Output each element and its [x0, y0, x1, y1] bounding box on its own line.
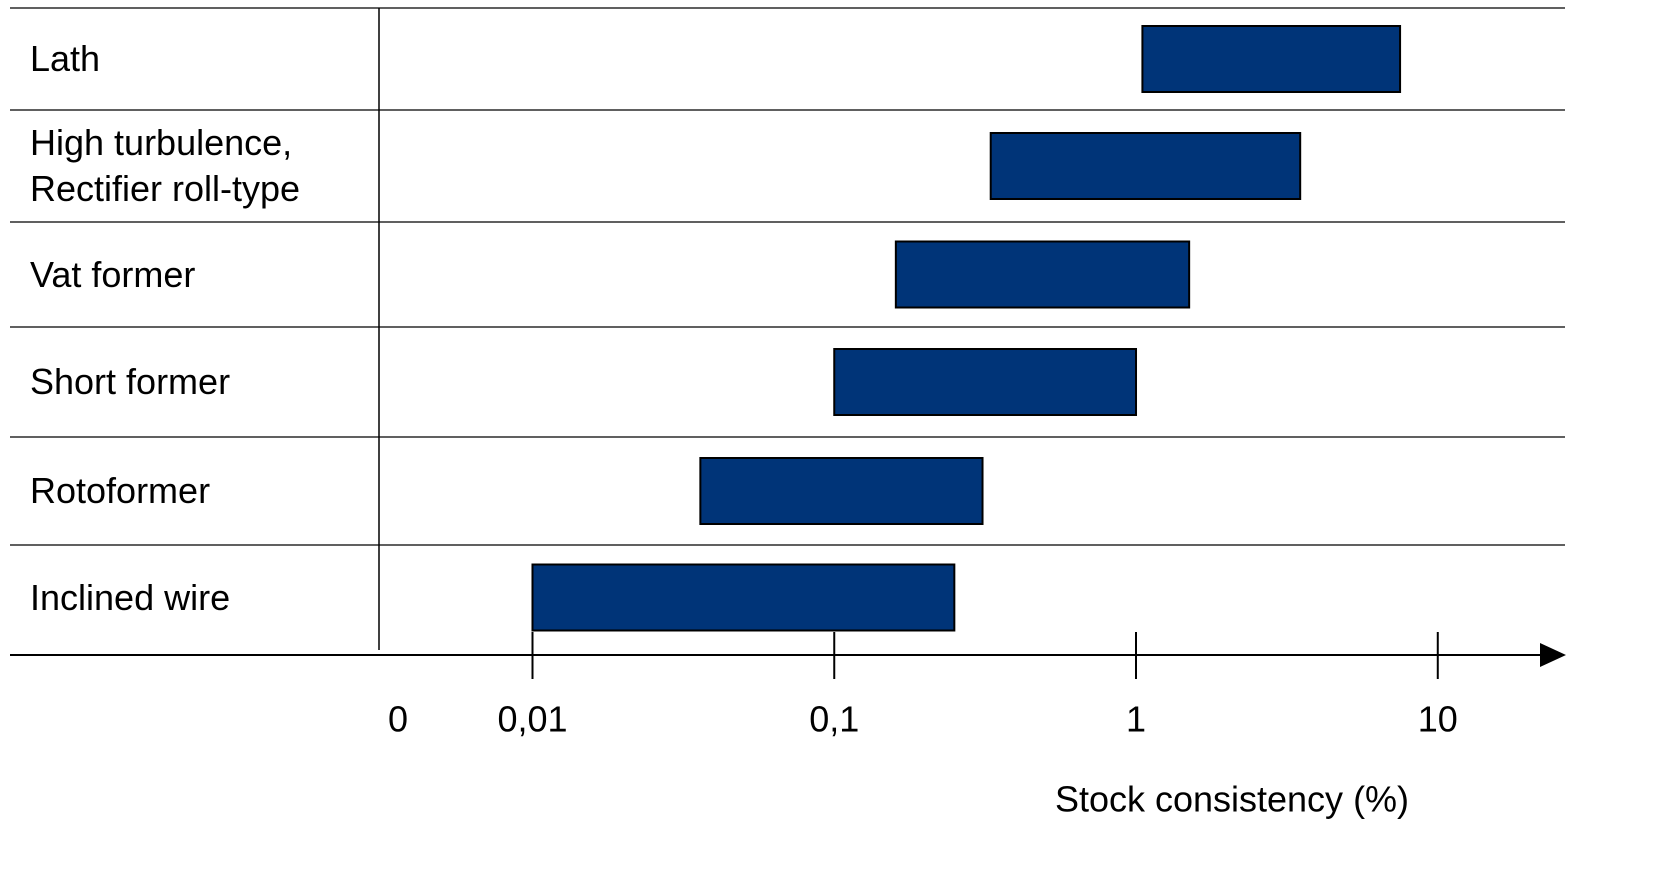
bar [989, 132, 1302, 200]
category-label: Lath [30, 38, 101, 79]
axis-arrow [1540, 643, 1566, 667]
category-label: Short former [30, 361, 231, 402]
x-tick-label: 0,1 [809, 699, 859, 740]
bar [894, 240, 1191, 309]
x-tick-label: 10 [1418, 699, 1458, 740]
x-tick-label: 0,01 [497, 699, 567, 740]
category-label: Vat former [30, 253, 196, 295]
x-tick-label: 1 [1126, 699, 1146, 740]
origin-label: 0 [388, 699, 408, 740]
bar [531, 563, 956, 632]
category-label: Inclined wire [30, 576, 231, 618]
bar [833, 348, 1138, 416]
bar [1141, 25, 1402, 93]
x-axis-title: Stock consistency (%) [1055, 779, 1409, 820]
category-label: High turbulence, Rectifier roll-type [30, 122, 301, 209]
category-label: Rotoformer [30, 470, 211, 511]
bar [699, 457, 984, 525]
